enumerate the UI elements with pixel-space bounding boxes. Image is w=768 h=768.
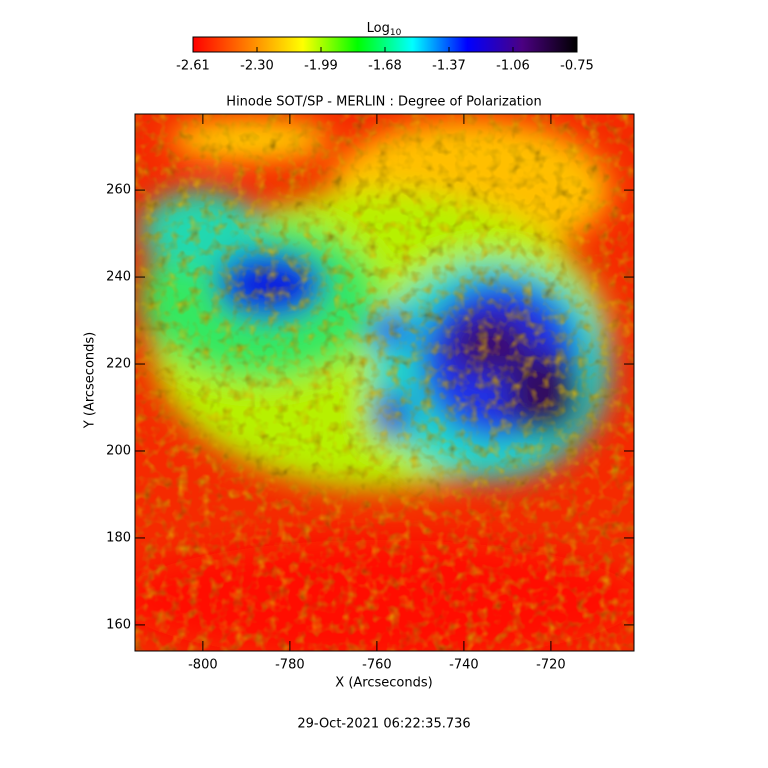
map-texture xyxy=(135,114,634,651)
x-tick-label: -800 xyxy=(188,658,218,673)
y-tick-label: 260 xyxy=(106,183,131,198)
x-tick-label: -780 xyxy=(275,658,305,673)
y-tick-label: 180 xyxy=(106,530,131,545)
colorbar-label-sub: 10 xyxy=(390,28,402,38)
colorbar-tick-label: -0.75 xyxy=(560,59,594,74)
colorbar-tick-label: -2.61 xyxy=(176,59,210,74)
colorbar-tick-label: -2.30 xyxy=(240,59,274,74)
colorbar-tick-label: -1.06 xyxy=(496,59,530,74)
y-tick-label: 200 xyxy=(106,443,131,458)
y-axis-label: Y (Arcseconds) xyxy=(83,332,98,429)
timestamp: 29-Oct-2021 06:22:35.736 xyxy=(297,717,470,732)
colorbar-label: Log10 xyxy=(367,21,402,38)
polarization-map xyxy=(135,114,634,651)
y-tick-label: 240 xyxy=(106,270,131,285)
colorbar-tick-label: -1.37 xyxy=(432,59,466,74)
x-tick-label: -760 xyxy=(362,658,392,673)
x-tick-label: -740 xyxy=(449,658,479,673)
plot-frame xyxy=(134,113,635,652)
y-tick-label: 160 xyxy=(106,617,131,632)
y-tick-label: 220 xyxy=(106,357,131,372)
colorbar-tick-label: -1.68 xyxy=(368,59,402,74)
x-tick-label: -720 xyxy=(536,658,566,673)
colorbar-tick-label: -1.99 xyxy=(304,59,338,74)
x-axis-label: X (Arcseconds) xyxy=(335,676,432,691)
chart-title: Hinode SOT/SP - MERLIN : Degree of Polar… xyxy=(226,95,541,110)
colorbar-label-main: Log xyxy=(367,21,390,36)
